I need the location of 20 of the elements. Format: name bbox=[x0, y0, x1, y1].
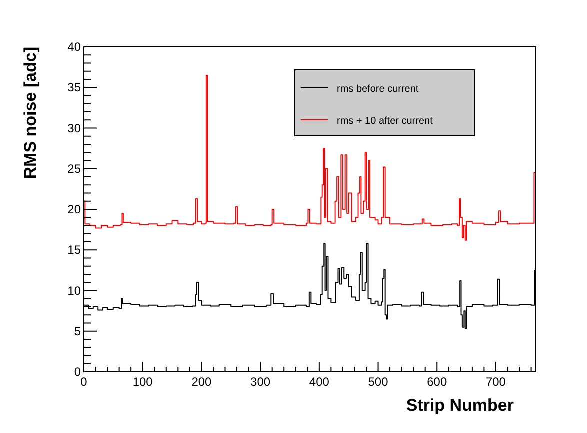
y-tick-label: 5 bbox=[74, 324, 82, 338]
y-tick-label: 35 bbox=[68, 80, 82, 95]
x-tick-label: 600 bbox=[427, 375, 448, 389]
y-axis-title: RMS noise [adc] bbox=[21, 47, 40, 180]
x-tick-label: 400 bbox=[309, 375, 330, 389]
y-tick-label: 40 bbox=[68, 40, 82, 54]
y-tick-label: 25 bbox=[68, 162, 82, 176]
legend-label: rms before current bbox=[337, 84, 419, 95]
x-tick-label: 700 bbox=[486, 375, 506, 389]
y-tick-label: 0 bbox=[74, 365, 82, 379]
y-tick-label: 30 bbox=[68, 121, 82, 136]
y-tick-label: 15 bbox=[68, 243, 82, 258]
x-tick-label: 500 bbox=[368, 375, 389, 389]
y-tick-label: 20 bbox=[68, 202, 82, 216]
x-tick-label: 100 bbox=[132, 375, 154, 389]
legend-label: rms + 10 after current bbox=[337, 116, 434, 127]
x-tick-label: 300 bbox=[250, 375, 271, 389]
y-tick-label: 10 bbox=[68, 284, 82, 298]
x-axis-title: Strip Number bbox=[406, 396, 514, 415]
x-tick-label: 200 bbox=[192, 375, 212, 389]
